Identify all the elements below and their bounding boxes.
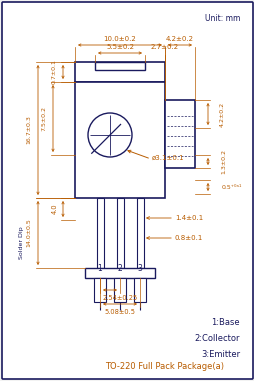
Bar [97, 198, 104, 268]
Text: 2.7±0.2: 2.7±0.2 [150, 44, 178, 50]
Bar [95, 62, 145, 70]
Text: 4.0: 4.0 [52, 204, 58, 214]
Bar [94, 278, 106, 302]
Text: 1.4±0.1: 1.4±0.1 [174, 215, 202, 221]
Text: Unit: mm: Unit: mm [204, 14, 239, 23]
Text: 2: 2 [117, 264, 122, 273]
Bar [117, 198, 123, 268]
FancyBboxPatch shape [2, 2, 252, 379]
Text: 1:Base: 1:Base [211, 318, 239, 327]
Text: 1: 1 [97, 264, 102, 273]
Text: 5.5±0.2: 5.5±0.2 [106, 44, 133, 50]
Text: 4.2±0.2: 4.2±0.2 [219, 101, 224, 126]
Text: 3: 3 [137, 264, 142, 273]
Bar [133, 278, 146, 302]
Text: 10.0±0.2: 10.0±0.2 [103, 36, 136, 42]
Text: 16.7±0.3: 16.7±0.3 [26, 115, 31, 144]
Text: 2:Collector: 2:Collector [194, 334, 239, 343]
Bar [75, 62, 164, 82]
Text: 0.5⁺⁰ᵃ¹: 0.5⁺⁰ᵃ¹ [221, 184, 242, 189]
Text: 2.54±0.25: 2.54±0.25 [102, 295, 137, 301]
Text: 7.5±0.2: 7.5±0.2 [41, 106, 46, 131]
Bar [75, 82, 164, 198]
Bar [114, 278, 125, 302]
Text: 3:Emitter: 3:Emitter [200, 350, 239, 359]
Text: Solder Dip: Solder Dip [19, 227, 24, 259]
Text: 1.3±0.2: 1.3±0.2 [221, 149, 226, 173]
Text: 0.7±0.1: 0.7±0.1 [51, 59, 56, 85]
Text: 14.0±0.5: 14.0±0.5 [26, 219, 31, 247]
Text: 0.8±0.1: 0.8±0.1 [174, 235, 203, 241]
Text: 4.2±0.2: 4.2±0.2 [165, 36, 193, 42]
Bar [136, 198, 144, 268]
Text: ø3.1±0.1: ø3.1±0.1 [151, 155, 184, 161]
Text: TO-220 Full Pack Package(a): TO-220 Full Pack Package(a) [105, 362, 224, 371]
Text: 5.08±0.5: 5.08±0.5 [104, 309, 135, 315]
Bar [85, 268, 154, 278]
Bar [164, 100, 194, 168]
